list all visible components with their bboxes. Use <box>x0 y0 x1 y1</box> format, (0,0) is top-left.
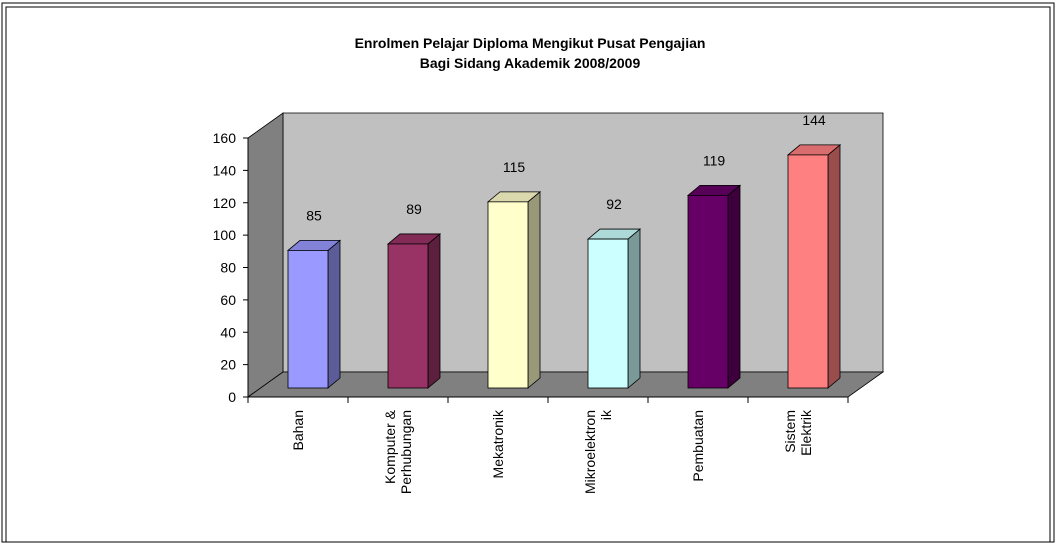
value-label: 89 <box>406 201 422 217</box>
bar <box>287 250 329 389</box>
bar-side <box>427 233 441 389</box>
side-wall <box>247 112 284 398</box>
y-tick-label: 100 <box>213 227 237 243</box>
bar-side <box>627 228 641 389</box>
inner-frame <box>5 6 1051 543</box>
y-tick-label: 140 <box>213 162 237 178</box>
x-tick-label: SistemElektrik <box>782 409 814 456</box>
x-tick-label: Komputer &Perhubungan <box>382 409 414 494</box>
y-tick-label: 80 <box>220 260 236 276</box>
y-tick-label: 120 <box>213 195 237 211</box>
x-tick-label: Bahan <box>290 410 306 450</box>
bar-side <box>727 184 741 389</box>
value-label: 119 <box>703 152 726 168</box>
bar <box>387 243 429 389</box>
bar <box>787 154 829 389</box>
y-tick-label: 160 <box>213 130 237 146</box>
value-label: 85 <box>306 207 322 223</box>
bar <box>487 201 529 389</box>
y-tick-label: 40 <box>220 324 236 340</box>
bar-side <box>327 239 341 389</box>
x-tick-label: Mekatronik <box>490 409 506 478</box>
chart-title: Bagi Sidang Akademik 2008/2009 <box>420 55 641 71</box>
bar-side <box>527 190 541 389</box>
bar <box>687 194 729 389</box>
bar-side <box>827 144 841 389</box>
y-tick-label: 60 <box>220 292 236 308</box>
y-tick-label: 0 <box>228 389 236 405</box>
x-tick-label: Mikroelektronik <box>582 409 614 494</box>
value-label: 144 <box>802 112 826 128</box>
x-tick-label: Pembuatan <box>690 410 706 482</box>
value-label: 92 <box>606 196 622 212</box>
bar <box>587 238 629 389</box>
chart-title: Enrolmen Pelajar Diploma Mengikut Pusat … <box>355 35 706 51</box>
y-tick-label: 20 <box>220 357 236 373</box>
value-label: 115 <box>503 159 526 175</box>
